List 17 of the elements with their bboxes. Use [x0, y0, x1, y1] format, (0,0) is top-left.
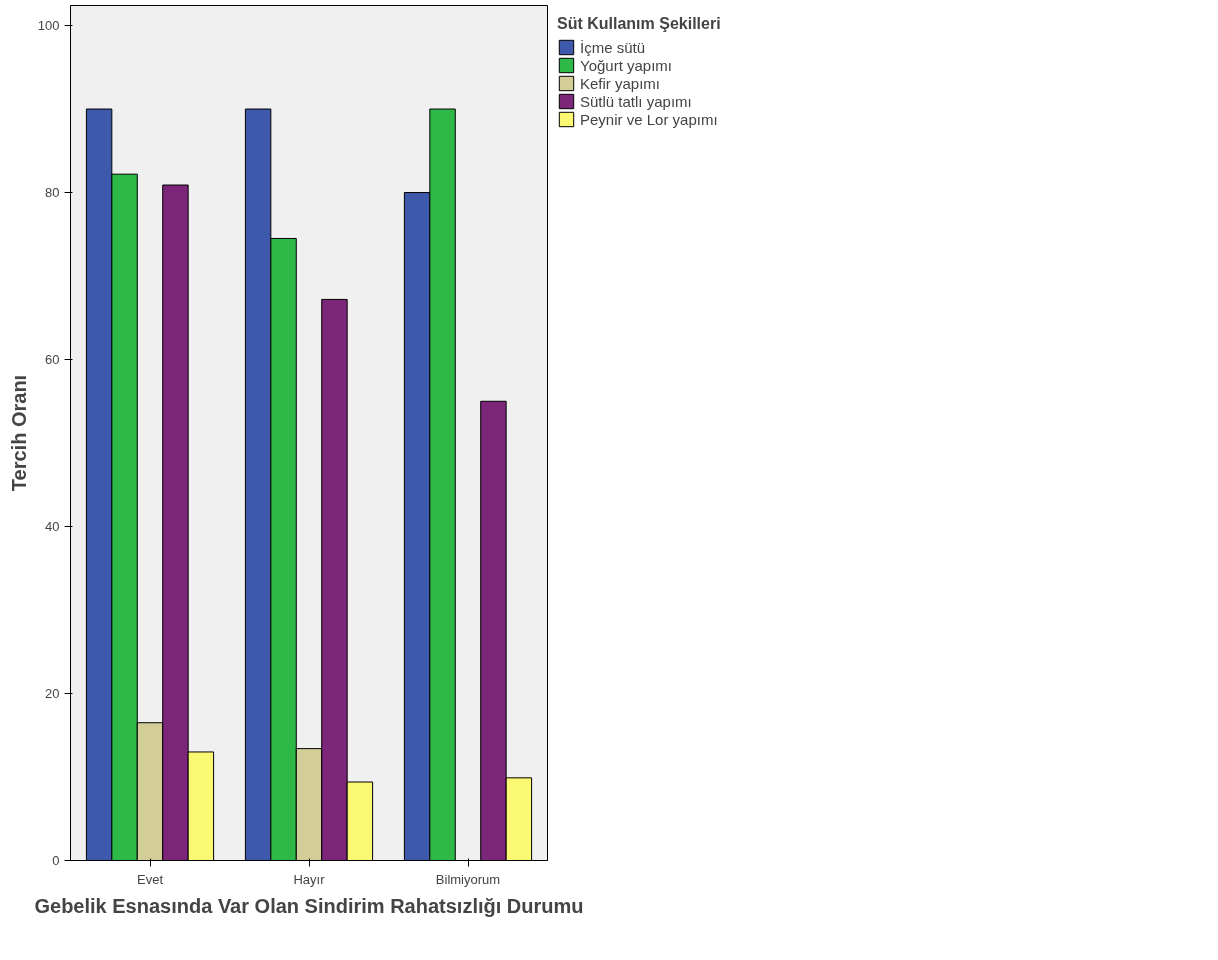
x-axis-title: Gebelik Esnasında Var Olan Sindirim Rahatsızlığı Durumu — [34, 894, 584, 917]
x-tick-label: Hayır — [293, 871, 326, 887]
y-tick-label: 80 — [45, 185, 60, 201]
legend-label: İçme sütü — [580, 38, 646, 56]
legend-label: Kefir yapımı — [580, 74, 661, 92]
x-tick-label: Bilmiyorum — [435, 871, 501, 887]
legend-label: Yoğurt yapımı — [580, 56, 672, 74]
y-tick-label: 100 — [37, 18, 60, 34]
y-tick-label: 20 — [45, 686, 60, 702]
legend-label: Sütlü tatlı yapımı — [580, 92, 692, 110]
legend-label: Peynir ve Lor yapımı — [580, 110, 718, 128]
y-axis-title: Tercih Oranı — [7, 374, 30, 492]
x-tick-label: Evet — [136, 871, 164, 887]
y-tick-label: 60 — [45, 352, 60, 368]
y-tick-label: 0 — [52, 853, 60, 868]
y-tick-label: 40 — [45, 519, 60, 535]
legend-title: Süt Kullanım Şekilleri — [557, 15, 721, 33]
